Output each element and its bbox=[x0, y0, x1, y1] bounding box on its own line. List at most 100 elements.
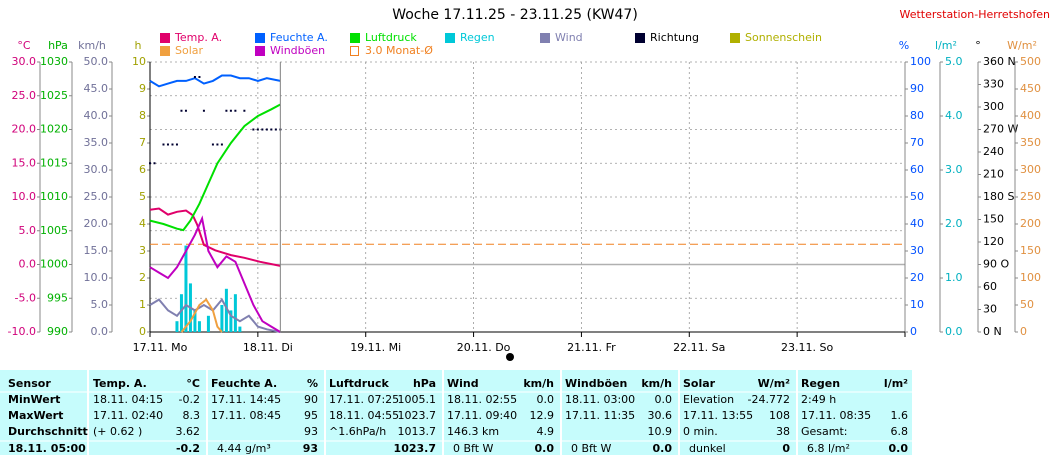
y-tick-label: 450 bbox=[1020, 82, 1041, 95]
cell-note: 18.11. 04:55 bbox=[329, 409, 399, 422]
y-tick-label: 10.0 bbox=[12, 190, 37, 203]
direction-point bbox=[265, 128, 268, 131]
y-tick-label: 2.0 bbox=[945, 217, 963, 230]
axis-unit: W/m² bbox=[1007, 39, 1037, 52]
table-header: Temp. A. bbox=[93, 377, 147, 390]
y-tick-label: 240 bbox=[983, 145, 1004, 158]
y-tick-label: 5.0 bbox=[19, 224, 37, 237]
y-tick-label: 50 bbox=[910, 190, 924, 203]
y-tick-label: 360 N bbox=[983, 55, 1016, 68]
cell-note: 17.11. 13:55 bbox=[683, 409, 753, 422]
table-unit: km/h bbox=[523, 377, 554, 390]
direction-point bbox=[198, 76, 201, 78]
y-tick-label: 35.0 bbox=[84, 136, 109, 149]
legend-label: Temp. A. bbox=[174, 31, 222, 44]
y-tick-label: 10 bbox=[132, 55, 146, 68]
axis-unit: h bbox=[135, 39, 142, 52]
moon-icon bbox=[506, 353, 514, 361]
cell-note: (+ 0.62 ) bbox=[93, 425, 142, 438]
cell-value: 10.9 bbox=[648, 425, 673, 438]
y-tick-label: 4.0 bbox=[945, 109, 963, 122]
axis-unit: km/h bbox=[78, 39, 106, 52]
y-tick-label: 0 bbox=[910, 325, 917, 338]
y-tick-label: 30 bbox=[983, 303, 997, 316]
y-tick-label: 5.0 bbox=[945, 55, 963, 68]
cell-note: 17.11. 09:40 bbox=[447, 409, 517, 422]
y-tick-label: 150 bbox=[983, 213, 1004, 226]
y-tick-label: 350 bbox=[1020, 136, 1041, 149]
y-tick-label: 0.0 bbox=[19, 258, 37, 271]
direction-point bbox=[234, 109, 237, 112]
cell-note: 0 Bft W bbox=[571, 442, 612, 455]
cell-value: 108 bbox=[769, 409, 790, 422]
cell-value: -24.772 bbox=[748, 393, 790, 406]
y-tick-label: 1025 bbox=[40, 89, 68, 102]
y-tick-label: 1030 bbox=[40, 55, 68, 68]
direction-point bbox=[211, 143, 214, 146]
y-tick-label: 0 bbox=[1020, 325, 1027, 338]
cell-value: 4.9 bbox=[537, 425, 555, 438]
y-tick-label: 80 bbox=[910, 109, 924, 122]
y-tick-label: 30.0 bbox=[12, 55, 37, 68]
axis-unit: % bbox=[899, 39, 909, 52]
x-tick-label: 17.11. Mo bbox=[133, 341, 188, 354]
y-tick-label: 270 W bbox=[983, 123, 1018, 136]
cell-value: 0.0 bbox=[653, 442, 673, 455]
table-header: Wind bbox=[447, 377, 479, 390]
y-tick-label: 20.0 bbox=[12, 123, 37, 136]
axis-unit: °C bbox=[17, 39, 31, 52]
series-line bbox=[149, 207, 281, 267]
row-label: Durchschnitt bbox=[8, 425, 88, 438]
y-tick-label: 990 bbox=[47, 325, 68, 338]
y-tick-label: 3 bbox=[139, 244, 146, 257]
y-tick-label: 20 bbox=[910, 271, 924, 284]
y-tick-label: 90 O bbox=[983, 258, 1009, 271]
bar bbox=[175, 321, 179, 332]
y-tick-label: 20.0 bbox=[84, 217, 109, 230]
x-tick-label: 21.11. Fr bbox=[567, 341, 616, 354]
y-tick-label: 50.0 bbox=[84, 55, 109, 68]
table-unit: hPa bbox=[413, 377, 436, 390]
cell-note: 17.11. 08:45 bbox=[211, 409, 281, 422]
cell-value: 1005.1 bbox=[398, 393, 437, 406]
bar bbox=[197, 321, 201, 332]
cell-note: 0 min. bbox=[683, 425, 718, 438]
legend-swatch bbox=[160, 33, 170, 43]
y-tick-label: 300 bbox=[1020, 163, 1041, 176]
y-tick-label: 30.0 bbox=[84, 163, 109, 176]
cell-note: 17.11. 14:45 bbox=[211, 393, 281, 406]
chart-title: Woche 17.11.25 - 23.11.25 (KW47) bbox=[392, 7, 638, 23]
y-tick-label: 7 bbox=[139, 136, 146, 149]
cell-note: Elevation bbox=[683, 393, 734, 406]
y-tick-label: 45.0 bbox=[84, 82, 109, 95]
table-corner: Sensor bbox=[8, 377, 51, 390]
y-tick-label: 5 bbox=[139, 190, 146, 203]
cell-value: 95 bbox=[304, 409, 318, 422]
x-tick-label: 20.11. Do bbox=[457, 341, 511, 354]
table-unit: W/m² bbox=[758, 377, 791, 390]
cell-value: 90 bbox=[304, 393, 318, 406]
cell-value: 0 bbox=[782, 442, 790, 455]
legend-label: Solar bbox=[175, 44, 204, 57]
y-tick-label: 3.0 bbox=[945, 163, 963, 176]
series-line bbox=[149, 74, 281, 88]
cell-note: ^1.6hPa/h bbox=[329, 425, 386, 438]
y-tick-label: 30 bbox=[910, 244, 924, 257]
cell-value: 3.62 bbox=[176, 425, 201, 438]
axis-unit: l/m² bbox=[935, 39, 957, 52]
y-tick-label: 40.0 bbox=[84, 109, 109, 122]
direction-point bbox=[256, 128, 259, 131]
direction-point bbox=[261, 128, 264, 131]
y-tick-label: 100 bbox=[1020, 271, 1041, 284]
direction-point bbox=[202, 109, 205, 112]
cell-note: dunkel bbox=[689, 442, 726, 455]
y-tick-label: 100 bbox=[910, 55, 931, 68]
cell-value: 0.0 bbox=[655, 393, 673, 406]
legend-label: Regen bbox=[460, 31, 495, 44]
y-tick-label: 15.0 bbox=[84, 244, 109, 257]
cell-note: 0 Bft W bbox=[453, 442, 494, 455]
direction-point bbox=[243, 109, 246, 112]
cell-note: 18.11. 02:55 bbox=[447, 393, 517, 406]
y-tick-label: 10.0 bbox=[84, 271, 109, 284]
cell-note: 17.11. 11:35 bbox=[565, 409, 635, 422]
